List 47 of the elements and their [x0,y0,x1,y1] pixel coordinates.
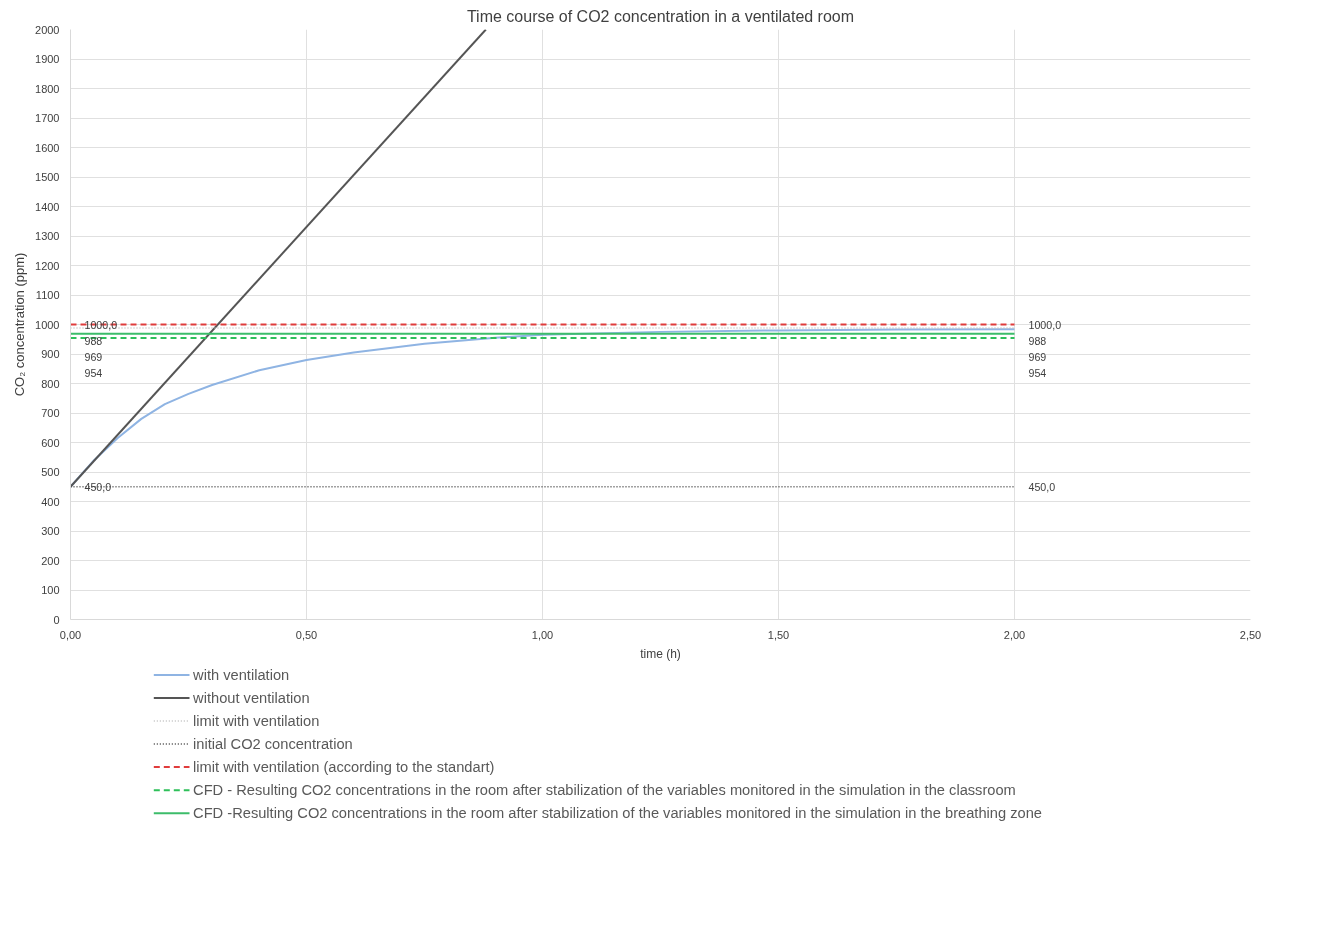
y-tick-label: 200 [41,554,60,567]
legend-label: CFD -Resulting CO2 concentrations in the room after stabilization of the variables monitored in the simulation in the breathing zone [193,805,1042,822]
data-label: 1000,0 [84,318,118,331]
y-tick-label: 300 [41,525,60,537]
data-label: 450,0 [84,480,112,493]
y-tick-label: 1200 [35,259,60,272]
data-label: 969 [84,350,103,363]
legend-label: initial CO2 concentration [193,736,353,753]
data-label: 954 [1028,366,1047,379]
y-tick-label: 1900 [35,53,60,65]
y-tick-label: 1000 [35,318,60,331]
y-tick-label: 900 [41,348,60,360]
y-tick-label: 0 [53,613,60,626]
x-tick-label: 2,50 [1239,628,1262,641]
y-tick-label: 1700 [35,112,60,124]
data-label: 1000,0 [1028,318,1062,331]
y-tick-label: 400 [41,495,60,508]
legend-label: CFD - Resulting CO2 concentrations in the room after stabilization of the variables monitored in the simulation in the classroom [193,782,1016,799]
y-tick-label: 700 [41,407,60,419]
y-tick-label: 1300 [35,230,60,242]
data-label: 988 [1028,334,1047,347]
y-tick-label: 1100 [35,289,60,301]
y-tick-label: 800 [41,377,60,390]
data-label: 954 [84,366,103,379]
x-tick-label: 1,00 [531,628,554,641]
y-tick-label: 1600 [35,141,60,154]
y-tick-label: 500 [41,466,60,478]
legend-label: without ventilation [192,690,310,707]
legend-label: limit with ventilation (according to the standart) [193,759,495,776]
data-label: 450,0 [1028,480,1056,493]
y-tick-label: 1800 [35,82,60,95]
x-tick-label: 0,00 [59,628,82,641]
y-tick-label: 1400 [35,200,60,213]
x-axis-title: time (h) [640,646,681,661]
data-label: 969 [1028,350,1047,363]
legend-label: limit with ventilation [193,713,320,730]
legend-label: with ventilation [192,667,290,684]
x-tick-label: 1,50 [767,628,790,641]
x-tick-label: 0,50 [295,628,318,641]
y-tick-label: 600 [41,436,60,449]
x-tick-label: 2,00 [1003,628,1026,641]
chart-title: Time course of CO2 concentration in a ventilated room [466,7,855,25]
y-tick-label: 2000 [35,23,60,36]
data-label: 988 [84,334,103,347]
y-axis-title: CO₂ concentration (ppm) [12,252,28,397]
y-tick-label: 100 [41,584,60,596]
y-tick-label: 1500 [35,171,60,183]
